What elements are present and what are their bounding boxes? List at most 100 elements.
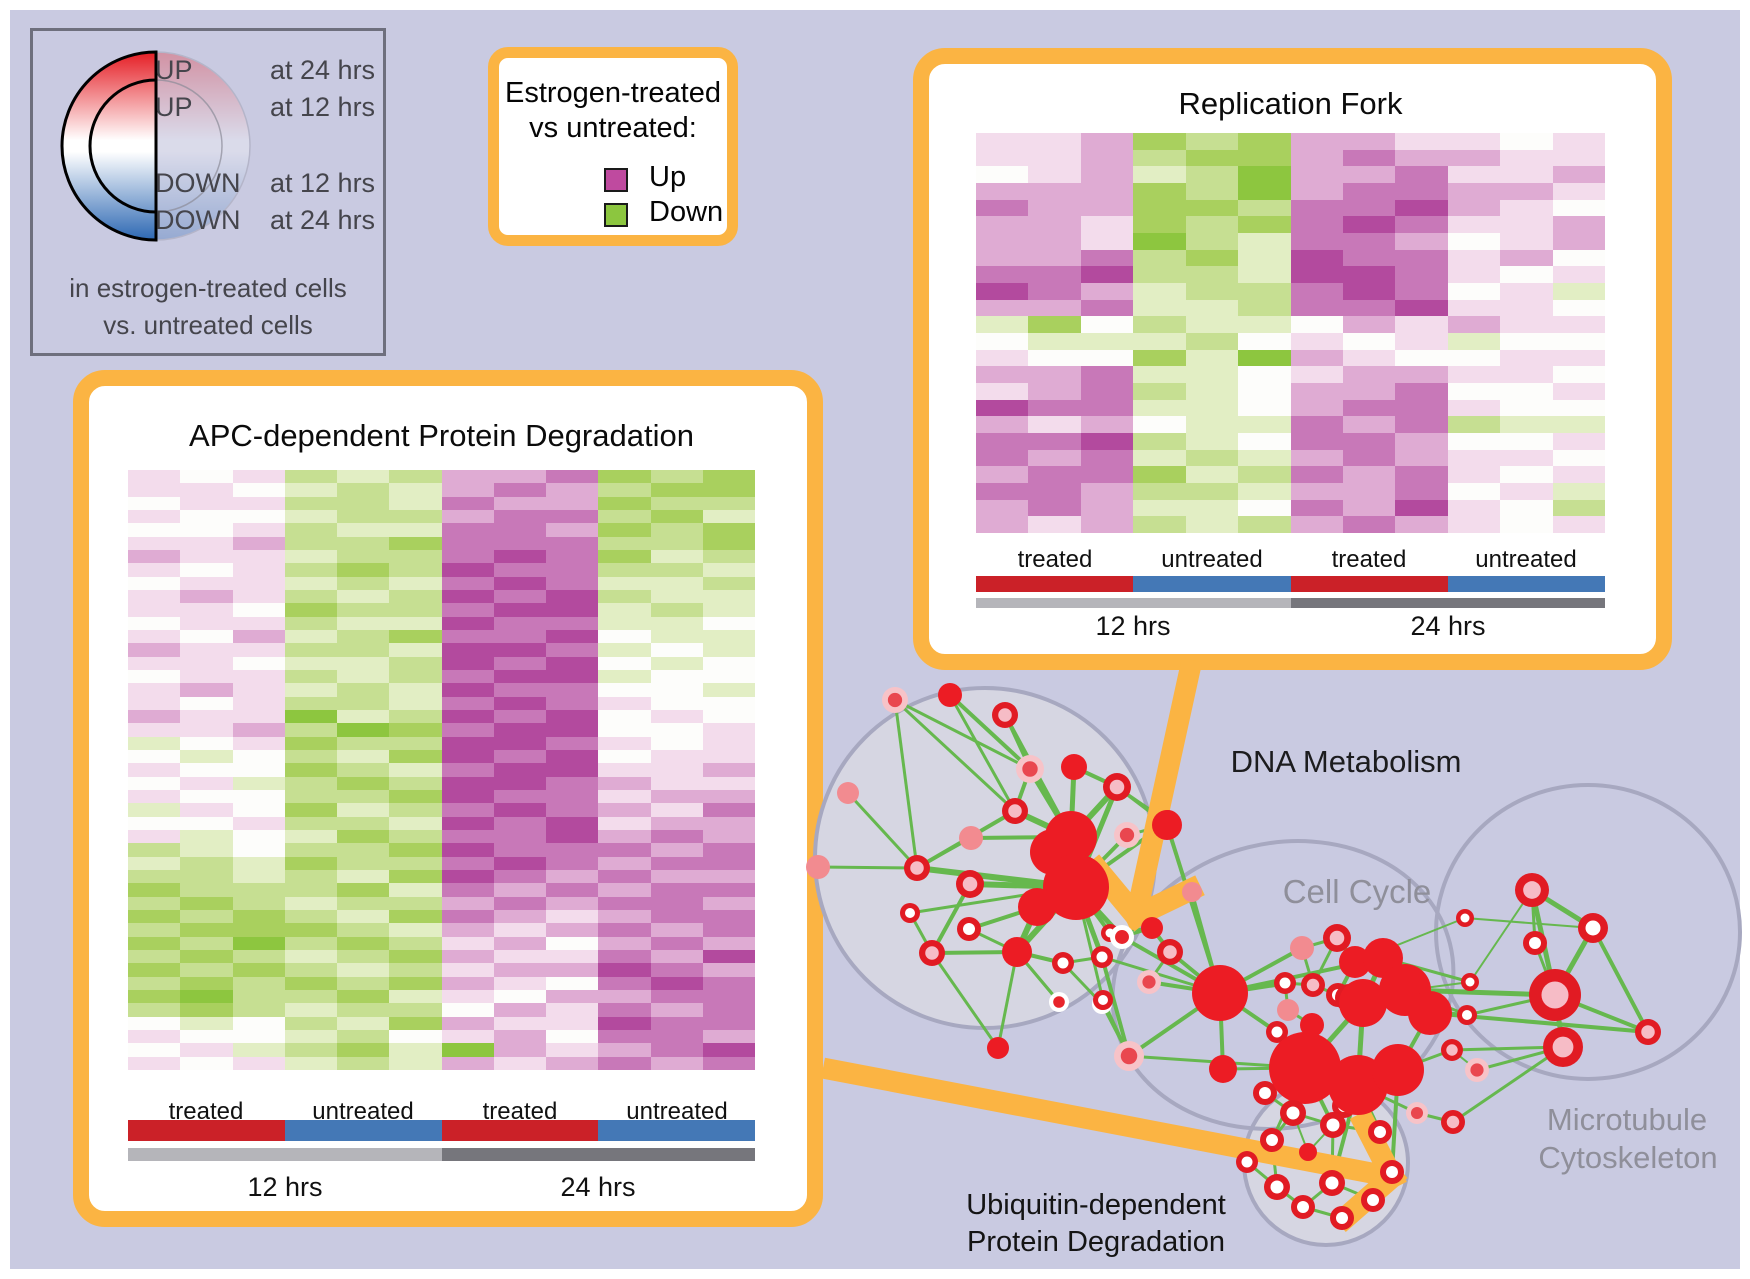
heatmap-cell [1342, 432, 1396, 450]
heatmap-cell [702, 976, 755, 990]
heatmap-cell [337, 709, 390, 724]
heatmap-cell [1342, 266, 1396, 283]
heatmap-cell [1080, 482, 1134, 500]
connector-arrow-shaft [821, 1057, 1383, 1186]
heatmap-cell [493, 656, 546, 670]
heatmap-cell [650, 656, 703, 670]
network-node-center [1541, 981, 1569, 1009]
heatmap-cell [232, 883, 285, 897]
heatmap-cell [546, 829, 599, 844]
heatmap-cell [1290, 282, 1343, 300]
heatmap-cell [650, 1029, 703, 1044]
network-node-center [1326, 1118, 1340, 1132]
heatmap-cell [337, 643, 390, 657]
heatmap-cell [284, 629, 337, 644]
heatmap-cell [1500, 416, 1553, 433]
heatmap-cell [128, 976, 181, 990]
heatmap-cell [180, 563, 233, 577]
heatmap-cell [598, 736, 651, 750]
heatmap-cell [441, 976, 494, 990]
heatmap-cell [1080, 466, 1134, 483]
heatmap-cell [702, 1016, 755, 1030]
heatmap-cell [1395, 266, 1448, 283]
heatmap-cell [546, 963, 599, 977]
heatmap-cell [441, 709, 494, 724]
heatmap-cell [702, 603, 755, 617]
heatmap-cell [128, 736, 181, 750]
heatmap-cell [598, 909, 651, 924]
heatmap-cell [1080, 166, 1134, 183]
heatmap-cell [284, 763, 337, 777]
heatmap-cell [337, 896, 390, 910]
heatmap-cell [1185, 232, 1239, 250]
heatmap-cell [546, 883, 599, 897]
heatmap-cell [650, 989, 703, 1004]
heatmap-cell [493, 576, 546, 590]
heatmap-cell [1342, 232, 1396, 250]
heatmap-cell [1447, 282, 1501, 300]
heatmap-cell [389, 789, 442, 804]
heatmap-cell [493, 749, 546, 764]
heatmap-cell [337, 509, 390, 524]
heatmap-cell [546, 656, 599, 670]
apc-24hrs-label: 24 hrs [560, 1172, 636, 1202]
heatmap-cell [650, 616, 703, 630]
heatmap-cell [598, 603, 651, 617]
heatmap-cell [128, 723, 181, 737]
heatmap-cell [1238, 232, 1291, 250]
heatmap-cell [128, 549, 181, 564]
heatmap-cell [1028, 466, 1081, 483]
heatmap-cell [702, 789, 755, 804]
network-node-center [905, 908, 915, 918]
heatmap-cell [1395, 199, 1448, 217]
heatmap-cell [389, 816, 442, 830]
heatmap-cell [1552, 249, 1605, 267]
heatmap-cell [441, 816, 494, 830]
heatmap-cell [441, 656, 494, 670]
heatmap-cell [1552, 382, 1605, 400]
heatmap-cell [128, 496, 181, 510]
heatmap-cell [389, 776, 442, 790]
heatmap-cell [976, 449, 1029, 467]
heatmap-cell [1447, 266, 1501, 283]
heatmap-cell [180, 963, 233, 977]
heatmap-cell [702, 763, 755, 777]
heatmap-cell [650, 470, 703, 484]
heatmap-cell [1133, 266, 1186, 283]
heatmap-cell [493, 523, 546, 537]
heatmap-cell [702, 496, 755, 510]
heatmap-cell [284, 923, 337, 937]
heatmap-cell [1447, 182, 1501, 200]
heatmap-cell [1342, 282, 1396, 300]
heatmap-cell [128, 749, 181, 764]
heatmap-cell [180, 736, 233, 750]
heatmap-cell [1552, 166, 1605, 183]
heatmap-cell [702, 656, 755, 670]
heatmap-cell [389, 603, 442, 617]
heatmap-cell [1447, 316, 1501, 333]
network-node [1269, 1032, 1341, 1104]
network-edge [948, 693, 1032, 771]
heatmap-cell [441, 923, 494, 937]
heatmap-cell [650, 976, 703, 990]
heatmap-cell [1238, 216, 1291, 233]
heatmap-cell [493, 1003, 546, 1017]
heatmap-cell [493, 803, 546, 817]
heatmap-cell [284, 483, 337, 497]
heatmap-cell [441, 763, 494, 777]
heatmap-cell [702, 709, 755, 724]
heatmap-cell [337, 483, 390, 497]
heatmap-cell [598, 763, 651, 777]
heatmap-cell [128, 563, 181, 577]
heatmap-cell [546, 869, 599, 884]
network-node [837, 782, 859, 804]
network-node-center [1297, 1201, 1309, 1213]
heatmap-cell [180, 896, 233, 910]
untreated-bar-segment [1447, 576, 1605, 592]
heatmap-cell [1395, 482, 1448, 500]
heatmap-cell [284, 656, 337, 670]
heatmap-cell [1185, 382, 1239, 400]
heatmap-cell [128, 1003, 181, 1017]
heatmap-cell [1133, 466, 1186, 483]
heatmap-cell [702, 856, 755, 870]
